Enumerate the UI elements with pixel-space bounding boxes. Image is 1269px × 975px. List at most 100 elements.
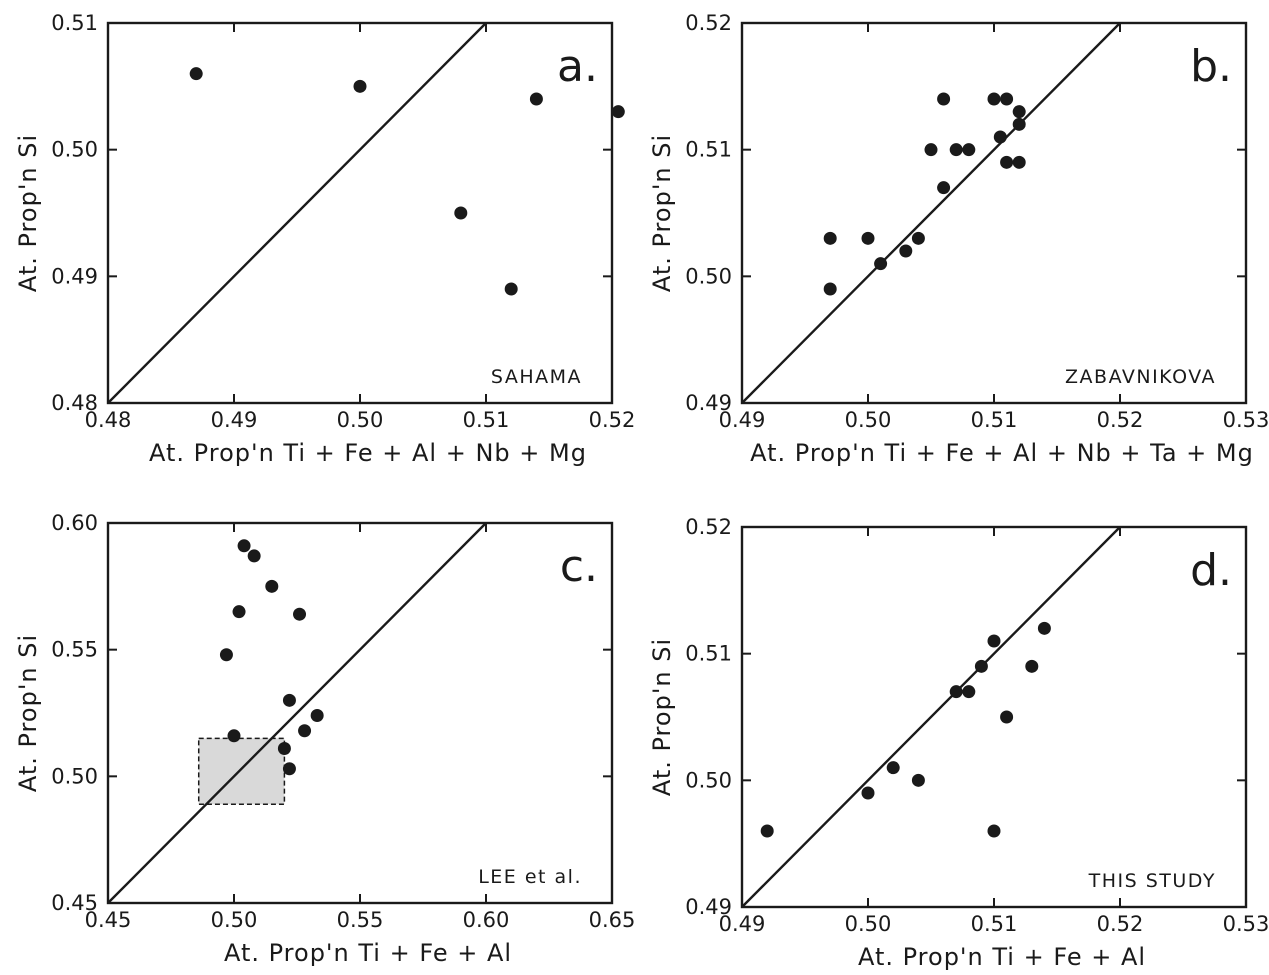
data-point <box>232 605 246 619</box>
x-tick-label: 0.51 <box>971 408 1018 432</box>
y-tick-label: 0.60 <box>51 511 98 535</box>
plot-frame <box>740 21 1248 405</box>
data-point <box>949 685 963 699</box>
source-label: SAHAMA <box>491 366 582 388</box>
x-axis-label: At. Prop'n Ti + Fe + Al <box>224 939 512 967</box>
x-tick-label: 0.50 <box>337 408 384 432</box>
data-point <box>1012 155 1026 169</box>
y-axis-label: At. Prop'n Si <box>14 634 42 792</box>
data-point <box>1000 155 1014 169</box>
panel-letter: a. <box>557 41 598 92</box>
panel-a: 0.48 0.49 0.50 0.51 0.52 0.48 0.49 0.50 0.51 a. SA… <box>14 11 635 467</box>
source-label: ZABAVNIKOVA <box>1065 366 1216 388</box>
data-point <box>911 773 925 787</box>
x-tick-label: 0.53 <box>1223 912 1269 936</box>
y-axis-label: At. Prop'n Si <box>648 638 676 796</box>
data-point <box>937 181 951 195</box>
data-point <box>504 282 518 296</box>
data-point <box>1012 105 1026 119</box>
reference-line-1to1 <box>107 522 487 904</box>
data-point <box>962 685 976 699</box>
x-tick-label: 0.52 <box>589 408 636 432</box>
data-point <box>353 79 367 93</box>
x-tick-label: 0.50 <box>845 912 892 936</box>
x-tick-label: 0.60 <box>463 908 510 932</box>
x-axis-label: At. Prop'n Ti + Fe + Al + Nb + Ta + Mg <box>750 439 1254 467</box>
data-point <box>454 206 468 220</box>
data-point <box>760 824 774 838</box>
panel-b: 0.49 0.50 0.51 0.52 0.53 0.49 0.50 0.51 0.52 b. ZA… <box>648 11 1269 467</box>
y-tick-label: 0.51 <box>685 138 732 162</box>
x-tick-label: 0.45 <box>85 908 132 932</box>
data-point <box>861 231 875 245</box>
reference-line-1to1 <box>741 22 1121 404</box>
y-tick-label: 0.52 <box>685 11 732 35</box>
panel-letter: b. <box>1190 41 1232 92</box>
reference-line-1to1 <box>107 22 487 404</box>
data-point <box>1012 117 1026 131</box>
y-tick-label: 0.49 <box>685 895 732 919</box>
data-point <box>874 257 888 271</box>
data-point <box>987 92 1001 106</box>
y-tick-label: 0.51 <box>51 11 98 35</box>
y-tick-label: 0.45 <box>51 891 98 915</box>
data-point <box>987 824 1001 838</box>
data-point <box>265 579 279 593</box>
data-point <box>189 67 203 81</box>
data-point <box>823 282 837 296</box>
y-tick-label: 0.50 <box>51 138 98 162</box>
data-point <box>1025 659 1039 673</box>
x-tick-label: 0.52 <box>1097 408 1144 432</box>
x-tick-label: 0.52 <box>1097 912 1144 936</box>
shaded-region <box>197 737 286 805</box>
data-point <box>949 143 963 157</box>
source-label: THIS STUDY <box>1088 870 1216 892</box>
y-tick-label: 0.50 <box>685 768 732 792</box>
data-point <box>282 762 296 776</box>
x-axis-label: At. Prop'n Ti + Fe + Al <box>858 943 1146 971</box>
data-point <box>293 607 307 621</box>
data-point <box>937 92 951 106</box>
data-point <box>298 724 312 738</box>
x-tick-label: 0.48 <box>85 408 132 432</box>
panel-d: 0.49 0.50 0.51 0.52 0.53 0.49 0.50 0.51 0.52 d. TH… <box>648 515 1269 971</box>
x-tick-label: 0.49 <box>719 408 766 432</box>
y-tick-label: 0.50 <box>51 764 98 788</box>
panel-c: 0.45 0.50 0.55 0.60 0.65 0.45 0.50 0.55 0.60 c. LE… <box>14 511 635 967</box>
data-point <box>282 693 296 707</box>
data-point <box>1037 621 1051 635</box>
data-point <box>962 143 976 157</box>
x-tick-label: 0.55 <box>337 908 384 932</box>
y-axis-label: At. Prop'n Si <box>14 134 42 292</box>
x-tick-label: 0.53 <box>1223 408 1269 432</box>
y-tick-label: 0.51 <box>685 642 732 666</box>
panel-letter: c. <box>560 541 598 592</box>
data-point <box>227 729 241 743</box>
data-point <box>886 761 900 775</box>
y-tick-label: 0.50 <box>685 264 732 288</box>
y-axis-label: At. Prop'n Si <box>648 134 676 292</box>
data-point <box>823 231 837 245</box>
y-tick-label: 0.55 <box>51 638 98 662</box>
data-point <box>1000 92 1014 106</box>
y-tick-label: 0.49 <box>685 391 732 415</box>
reference-line-1to1 <box>741 526 1121 908</box>
data-point <box>529 92 543 106</box>
plot-frame <box>740 525 1248 909</box>
x-tick-label: 0.51 <box>971 912 1018 936</box>
source-label: LEE et al. <box>478 866 582 888</box>
data-point <box>911 231 925 245</box>
y-tick-label: 0.49 <box>51 264 98 288</box>
x-axis-label: At. Prop'n Ti + Fe + Al + Nb + Mg <box>149 439 587 467</box>
data-point <box>899 244 913 258</box>
data-point <box>247 549 261 563</box>
data-point <box>987 634 1001 648</box>
plot-frame <box>106 521 614 905</box>
x-tick-label: 0.50 <box>845 408 892 432</box>
panel-letter: d. <box>1190 545 1232 596</box>
x-tick-label: 0.50 <box>211 908 258 932</box>
y-tick-label: 0.52 <box>685 515 732 539</box>
data-point <box>277 741 291 755</box>
data-point <box>924 143 938 157</box>
